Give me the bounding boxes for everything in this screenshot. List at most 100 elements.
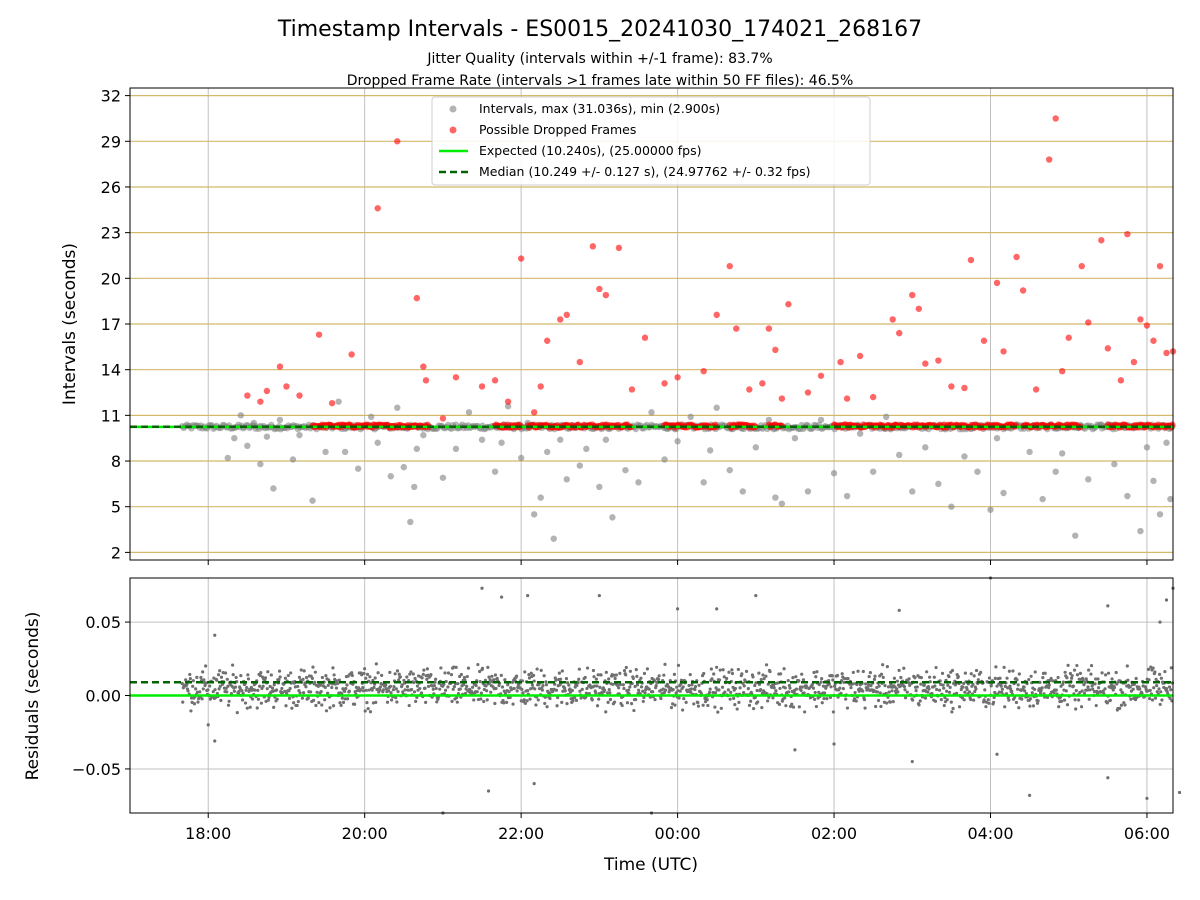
residual-point — [190, 700, 194, 704]
residual-point — [1028, 793, 1032, 797]
residual-point — [402, 678, 406, 683]
residual-point — [874, 704, 878, 709]
residual-point — [385, 700, 390, 704]
x-axis-label: Time (UTC) — [603, 855, 698, 875]
residual-point — [309, 690, 313, 694]
interval-point — [935, 480, 942, 488]
residual-point — [465, 674, 469, 679]
residual-point — [540, 688, 544, 692]
residual-point — [275, 688, 279, 692]
residual-point — [876, 698, 881, 703]
residual-point — [189, 696, 194, 700]
interval-point — [791, 434, 799, 442]
residual-point — [693, 684, 698, 689]
residual-point — [910, 698, 915, 702]
residuals-x-ticks: 18:00 20:00 22:00 00:00 02:00 04:00 06:00 — [185, 813, 1170, 843]
residual-point — [390, 698, 394, 702]
residual-point — [451, 687, 455, 691]
residual-point — [189, 709, 193, 713]
residual-point — [1152, 686, 1156, 690]
residual-point — [280, 686, 284, 691]
residual-point — [639, 685, 644, 689]
residual-point — [1074, 689, 1078, 693]
residual-point — [328, 706, 332, 710]
residual-point — [250, 697, 255, 701]
residual-point — [740, 672, 744, 676]
interval-point — [1026, 448, 1033, 456]
dropped-frame-point — [948, 383, 955, 390]
intervals-marks — [130, 115, 1177, 542]
residual-point — [304, 675, 309, 680]
interval-point — [420, 431, 427, 439]
residual-point — [384, 687, 388, 691]
dropped-frame-point — [785, 301, 792, 308]
residual-point — [564, 677, 569, 681]
residual-point — [875, 690, 879, 694]
residual-point — [887, 690, 891, 694]
residual-point — [747, 703, 752, 707]
residual-point — [338, 701, 342, 705]
residual-point — [725, 676, 729, 681]
residual-point — [290, 706, 294, 710]
residual-point — [493, 701, 497, 706]
residual-point — [388, 670, 392, 675]
residual-point — [766, 699, 770, 703]
residual-point — [762, 677, 766, 681]
residual-point — [1035, 701, 1040, 705]
residual-point — [1121, 691, 1125, 695]
residual-point — [742, 691, 746, 695]
intervals-x-ticks — [207, 560, 1148, 565]
interval-point — [713, 404, 720, 411]
interval-point — [413, 445, 421, 453]
interval-point — [602, 436, 610, 443]
residual-point — [679, 678, 684, 682]
residual-point — [560, 669, 564, 673]
legend-label-intervals: Intervals, max (31.036s), min (2.900s) — [479, 101, 720, 116]
interval-point — [400, 463, 407, 471]
interval-point — [700, 479, 707, 486]
residual-point — [206, 688, 210, 692]
residual-point — [591, 668, 596, 673]
residual-point — [419, 691, 424, 695]
residual-point — [520, 687, 524, 691]
residual-point — [797, 679, 801, 683]
residual-point — [910, 759, 914, 764]
residual-point — [892, 676, 897, 680]
residual-point — [575, 683, 579, 687]
residual-point — [937, 688, 942, 692]
residual-point — [838, 686, 842, 690]
dropped-frame-point — [1085, 319, 1092, 326]
residual-point — [783, 696, 787, 700]
dropped-frame-point — [394, 138, 401, 145]
interval-point — [439, 474, 447, 481]
residual-point — [360, 673, 364, 677]
residual-point — [240, 689, 244, 693]
residual-point — [942, 686, 946, 690]
residual-point — [374, 700, 378, 704]
dropped-frame-point — [517, 255, 525, 262]
residual-point — [554, 678, 558, 682]
residual-point — [608, 691, 612, 695]
residual-point — [932, 675, 936, 679]
residual-point — [991, 700, 996, 704]
residual-point — [1028, 704, 1032, 708]
residual-point — [1078, 671, 1082, 675]
residual-point — [744, 669, 749, 673]
residual-point — [989, 684, 993, 688]
residual-point — [736, 667, 740, 672]
residual-point — [1148, 688, 1152, 692]
residual-point — [979, 670, 983, 674]
residual-point — [514, 674, 519, 678]
residual-point — [560, 700, 564, 704]
interval-point — [504, 403, 512, 410]
residual-point — [613, 676, 617, 681]
residual-point — [719, 706, 723, 710]
residual-point — [628, 685, 632, 689]
residual-point — [368, 675, 372, 679]
residual-point — [671, 702, 675, 706]
residual-point — [381, 688, 385, 692]
residual-point — [800, 685, 804, 689]
residual-point — [277, 678, 281, 682]
residual-point — [465, 684, 469, 689]
interval-point — [289, 456, 297, 463]
